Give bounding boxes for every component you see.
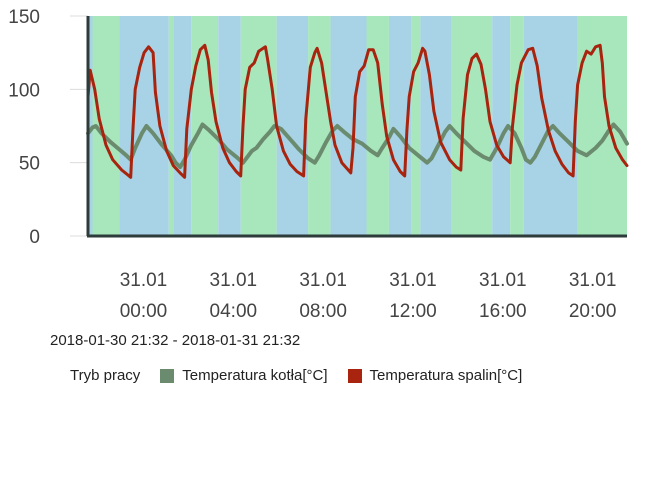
x-tick-label-time: 08:00 [299, 301, 347, 322]
mode-band [451, 16, 493, 236]
x-tick-label-date: 31.01 [120, 270, 168, 291]
axes [86, 16, 627, 238]
legend-item-boiler-temp[interactable]: Temperatura kotła[°C] [160, 367, 328, 384]
legend-label-mode: Tryb pracy [70, 367, 141, 384]
legend-item-mode[interactable]: Tryb pracy [70, 367, 140, 384]
mode-band [388, 16, 412, 236]
x-tick-label-date: 31.01 [479, 270, 527, 291]
x-tick-label-time: 16:00 [479, 301, 527, 322]
x-tick-labels: 31.01 00:00 31.01 04:00 31.01 08:00 31.01 12:00… [120, 270, 617, 322]
x-tick-label-time: 20:00 [569, 301, 617, 322]
series-line-boiler-temp [86, 122, 629, 170]
x-tick-label-time: 04:00 [210, 301, 258, 322]
x-tick-label-date: 31.01 [210, 270, 258, 291]
legend-label-boiler-temp: Temperatura kotła[°C] [182, 367, 328, 384]
y-tick-label: 100 [8, 80, 40, 101]
x-tick-label-time: 12:00 [389, 301, 437, 322]
mode-band [308, 16, 331, 236]
x-tick-label-date: 31.01 [299, 270, 347, 291]
mode-band [276, 16, 309, 236]
date-range-label: 2018-01-30 21:32 - 2018-01-31 21:32 [50, 332, 301, 349]
mode-band [88, 16, 93, 236]
y-tick-label: 0 [29, 227, 40, 248]
mode-band [240, 16, 277, 236]
series [86, 43, 629, 179]
mode-band [168, 16, 174, 236]
mode-band [173, 16, 192, 236]
mode-band [218, 16, 241, 236]
legend: Tryb pracy Temperatura kotła[°C] Tempera… [70, 367, 542, 384]
mode-band [411, 16, 421, 236]
y-tick-label: 50 [19, 154, 40, 175]
legend-item-flue-temp[interactable]: Temperatura spalin[°C] [347, 367, 523, 384]
gridlines [70, 15, 88, 237]
mode-bands [88, 16, 627, 236]
x-tick-label-time: 00:00 [120, 301, 168, 322]
series-line-flue-temp [86, 43, 629, 179]
y-tick-labels: 0 50 100 150 [8, 7, 40, 248]
legend-label-flue-temp: Temperatura spalin[°C] [369, 367, 523, 384]
legend-swatch-boiler-temp [160, 368, 175, 383]
x-tick-label-date: 31.01 [569, 270, 617, 291]
x-tick-label-date: 31.01 [389, 270, 437, 291]
y-tick-label: 150 [8, 7, 40, 28]
legend-swatch-flue-temp [347, 368, 362, 383]
mode-band [366, 16, 389, 236]
mode-band [492, 16, 511, 236]
